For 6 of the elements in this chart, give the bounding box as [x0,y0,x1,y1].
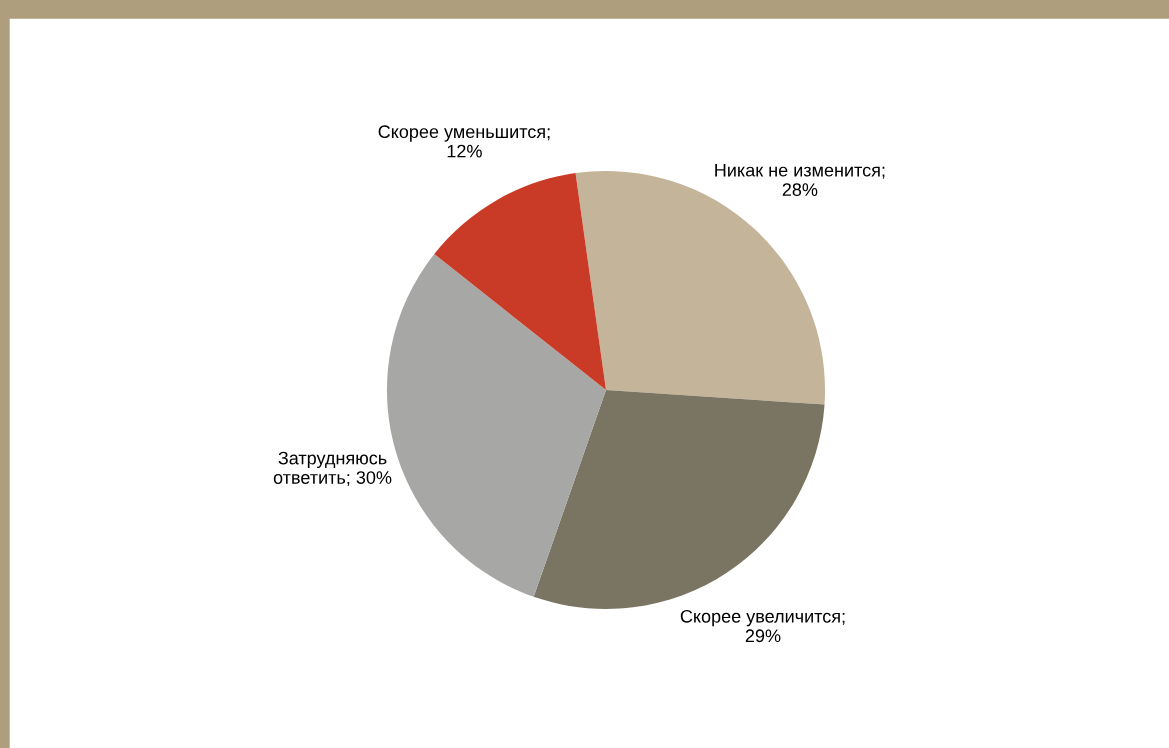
pie-slice [434,173,606,390]
slice-label: Скорее уменьшится; 12% [378,125,550,158]
slice-label: Скорее увеличится; 29% [680,609,845,643]
slice-label: Затрудняюсь ответить; 30% [273,451,392,487]
pie-slice [533,390,825,610]
slice-label: Никак не изменится; 28% [715,163,885,196]
